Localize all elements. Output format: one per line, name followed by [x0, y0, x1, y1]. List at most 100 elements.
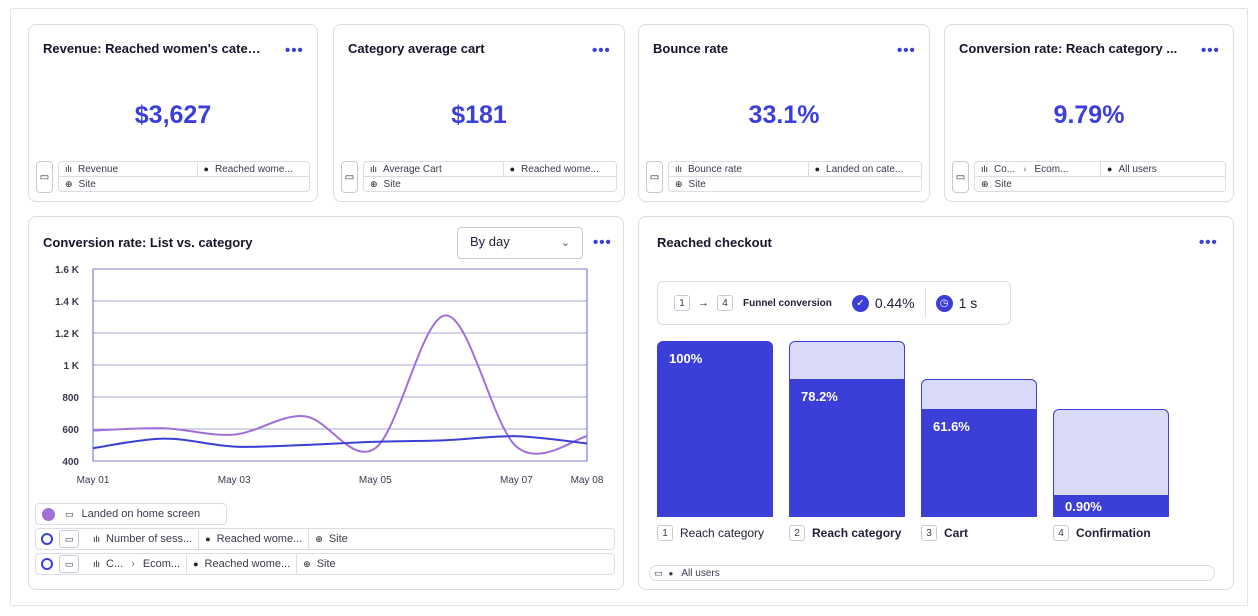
kpi-value: $3,627: [134, 101, 212, 129]
kpi-more-button[interactable]: •••: [592, 42, 611, 59]
funnel-footer-label: All users: [681, 567, 720, 579]
user-icon: ●: [814, 164, 821, 174]
funnel-step-label: 2 Reach category: [789, 525, 901, 541]
device-icon: ▭: [36, 161, 53, 193]
kpi-metric: Revenue: [78, 163, 119, 175]
legend-row-conversion[interactable]: ▭ ılı C... › Ecom... ● Reached wome... ⊕ Site: [35, 553, 615, 575]
kpi-card: Conversion rate: Reach category ... ••• …: [944, 24, 1234, 202]
divider: [924, 288, 926, 318]
funnel-bar-percent: 0.90%: [1065, 499, 1102, 514]
globe-icon: ⊕: [65, 178, 73, 189]
funnel-bar[interactable]: [921, 408, 1037, 517]
legend-conv-metric-next: Ecom...: [142, 558, 181, 570]
kpi-filter-chips[interactable]: ▭ ılı Revenue ● Reached wome... ⊕ Site: [36, 161, 310, 193]
kpi-scope: Site: [994, 178, 1012, 190]
step-number: 1: [657, 525, 673, 541]
kpi-title: Category average cart: [348, 41, 485, 56]
funnel-step-label: 1 Reach category: [657, 525, 764, 541]
x-tick-label: May 07: [500, 475, 533, 486]
kpi-metric: Average Cart: [383, 163, 442, 175]
bar-chart-icon: ılı: [65, 164, 73, 174]
x-tick-label: May 03: [218, 475, 251, 486]
series-line[interactable]: [92, 435, 588, 450]
funnel-bar-percent: 100%: [669, 351, 703, 366]
kpi-title: Revenue: Reached women's categ...: [43, 41, 263, 56]
step-number: 3: [921, 525, 937, 541]
user-icon: ●: [193, 559, 199, 569]
y-tick-label: 1.6 K: [55, 265, 80, 276]
series-line[interactable]: [92, 314, 588, 455]
kpi-scope: Site: [383, 178, 401, 190]
legend-sessions-scope: Site: [328, 533, 348, 545]
funnel-time-value: 1 s: [958, 295, 978, 311]
globe-icon: ⊕: [675, 178, 683, 189]
kpi-value: 9.79%: [1053, 101, 1125, 129]
step-number: 2: [789, 525, 805, 541]
funnel-bar[interactable]: [657, 341, 773, 517]
line-chart: 400 600 800 1 K 1.2 K 1.4 K 1.6 K May 01 May 03 M…: [55, 265, 604, 486]
y-tick-label: 400: [62, 457, 79, 468]
kpi-card: Bounce rate ••• 33.1% ▭ ılı Bounce rate ●…: [638, 24, 930, 202]
user-icon: ●: [205, 534, 211, 544]
kpi-metric: Bounce rate: [688, 163, 742, 175]
bar-chart-icon: ılı: [93, 534, 101, 544]
x-tick-label: May 01: [77, 475, 110, 486]
line-chart-more-button[interactable]: •••: [593, 234, 612, 251]
funnel-bar[interactable]: [1053, 495, 1169, 517]
to-step: 4: [717, 295, 733, 311]
legend-home-label: Landed on home screen: [81, 508, 201, 520]
kpi-filter-chips[interactable]: ▭ ılı Co... › Ecom... ● All users ⊕ Site: [952, 161, 1226, 193]
legend-conv-segment: Reached wome...: [204, 558, 291, 570]
kpi-card: Revenue: Reached women's categ... ••• $3…: [28, 24, 318, 202]
step-name: Confirmation: [1076, 526, 1151, 540]
device-icon: ▭: [59, 555, 79, 573]
funnel-bar-percent: 78.2%: [801, 389, 838, 405]
series-marker-blue-filled: [41, 533, 53, 545]
funnel-more-button[interactable]: •••: [1199, 234, 1218, 251]
kpi-metric-next: Ecom...: [1034, 163, 1069, 175]
funnel-conversion-summary: 1 → 4 Funnel conversion ✓ 0.44% ◷ 1 s: [657, 281, 1011, 325]
kpi-filter-chips[interactable]: ▭ ılı Average Cart ● Reached wome... ⊕ Site: [341, 161, 617, 193]
kpi-metric: Co...: [994, 163, 1016, 175]
granularity-value: By day: [470, 234, 510, 249]
user-icon: ●: [1107, 164, 1113, 174]
funnel-conversion-value: 0.44%: [874, 295, 915, 311]
step-name: Cart: [944, 526, 969, 540]
kpi-more-button[interactable]: •••: [285, 42, 304, 59]
y-tick-label: 600: [62, 425, 79, 436]
arrow-right-icon: →: [698, 297, 709, 309]
funnel-card: Reached checkout ••• 1 → 4 Funnel conver…: [638, 216, 1234, 590]
funnel-bar[interactable]: [789, 379, 905, 517]
funnel-step-label: 3 Cart: [921, 525, 968, 541]
kpi-more-button[interactable]: •••: [897, 42, 916, 59]
kpi-title: Bounce rate: [653, 41, 729, 56]
legend-conv-metric: C...: [106, 558, 124, 570]
device-icon: ▭: [952, 161, 969, 193]
globe-icon: ⊕: [981, 178, 989, 189]
funnel-bar-percent: 61.6%: [933, 418, 970, 434]
funnel-footer-segment[interactable]: ▭ ● All users: [649, 565, 1215, 581]
kpi-scope: Site: [688, 178, 706, 190]
granularity-dropdown[interactable]: By day ⌄: [457, 227, 583, 259]
device-icon: ▭: [341, 161, 358, 193]
y-tick-label: 1 K: [63, 361, 79, 372]
kpi-segment: Reached wome...: [214, 163, 293, 175]
legend-row-home[interactable]: ▭ Landed on home screen: [35, 503, 227, 525]
funnel-step-label: 4 Confirmation: [1053, 525, 1151, 541]
device-icon: ▭: [59, 530, 79, 548]
legend-row-sessions[interactable]: ▭ ılı Number of sess... ● Reached wome... …: [35, 528, 615, 550]
check-circle-icon: ✓: [851, 294, 869, 312]
user-icon: ●: [668, 568, 674, 578]
kpi-more-button[interactable]: •••: [1201, 42, 1220, 59]
kpi-card: Category average cart ••• $181 ▭ ılı Aver…: [333, 24, 625, 202]
globe-icon: ⊕: [315, 533, 323, 544]
user-icon: ●: [203, 164, 209, 174]
x-tick-label: May 08: [571, 475, 604, 486]
legend-conv-scope: Site: [316, 558, 336, 570]
kpi-scope: Site: [78, 178, 96, 190]
x-tick-label: May 05: [359, 475, 392, 486]
user-icon: ●: [509, 164, 516, 174]
kpi-filter-chips[interactable]: ▭ ılı Bounce rate ● Landed on cate... ⊕ Sit…: [646, 161, 922, 193]
step-name: Reach category: [680, 526, 765, 540]
bar-chart-icon: ılı: [93, 559, 101, 569]
